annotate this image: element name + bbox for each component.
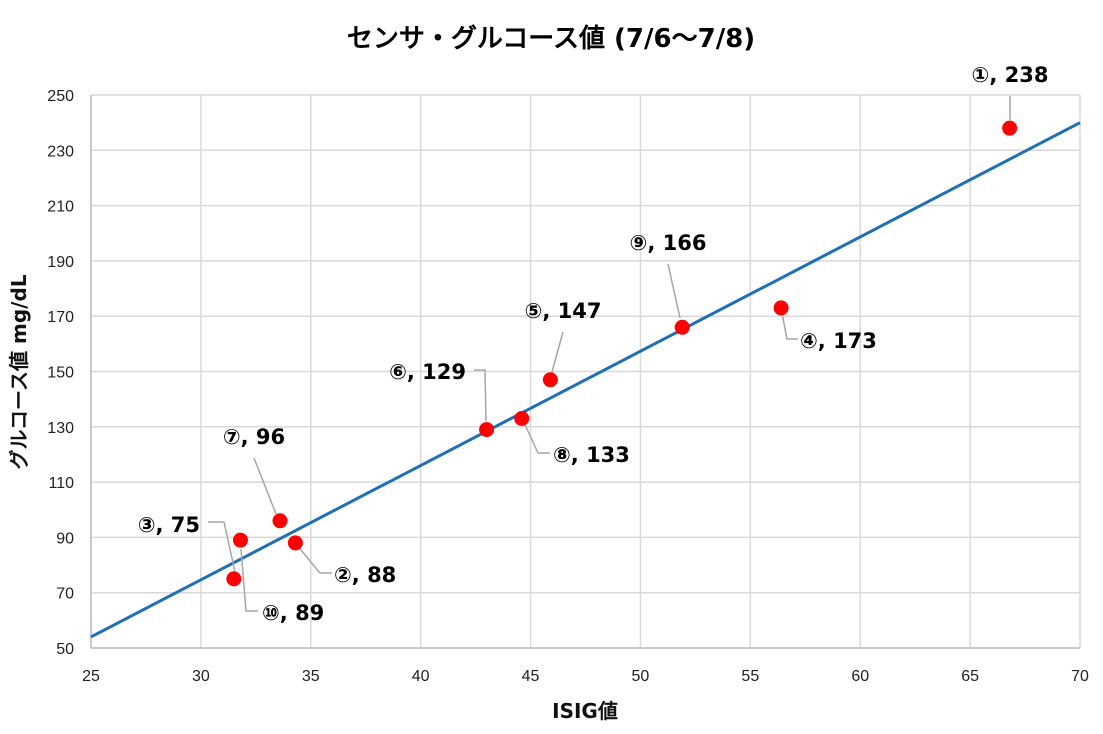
x-tick-label: 55 [741,668,759,685]
x-tick-label: 30 [192,668,210,685]
x-axis-label: ISIG値 [552,699,618,723]
data-point [232,532,248,548]
x-tick-label: 40 [412,668,430,685]
leader-line [474,369,487,422]
y-tick-label: 70 [56,586,74,603]
data-point [287,535,303,551]
data-label-leader-lines [208,96,1011,612]
data-label: ⑦, 96 [223,425,285,449]
data-point [773,300,789,316]
leader-line [551,331,564,373]
y-tick-label: 170 [47,309,74,326]
data-point [514,411,530,427]
y-tick-label: 190 [47,254,74,271]
data-label: ④, 173 [800,329,877,353]
data-points [226,120,1018,587]
data-point [479,422,495,438]
chart-title: センサ・グルコース値 (7/6～7/8) [347,24,755,54]
leader-line [208,521,236,573]
y-tick-label: 250 [47,88,74,105]
data-point [226,571,242,587]
y-tick-label: 110 [48,475,74,492]
leader-line [667,263,681,319]
data-label: ⑤, 147 [525,299,602,323]
data-label: ⑥, 129 [389,360,466,384]
x-tick-label: 60 [851,668,869,685]
y-tick-label: 50 [56,641,74,658]
gridlines [90,94,1081,649]
x-axis-ticks: 25 30 35 40 45 50 55 60 65 70 [82,668,1089,685]
leader-line [240,548,258,612]
x-tick-label: 50 [632,668,650,685]
trendline [90,121,1081,639]
x-tick-label: 25 [82,668,100,685]
data-point [1002,120,1018,136]
data-label: ⑩, 89 [262,601,324,625]
y-tick-label: 150 [47,365,74,382]
x-tick-label: 45 [522,668,540,685]
data-label: ③, 75 [138,513,200,537]
trendline-path [90,121,1081,639]
data-point [674,319,690,335]
data-point [272,513,288,529]
leader-line [253,457,277,515]
leader-line [295,543,332,574]
y-tick-label: 90 [56,530,74,547]
y-tick-label: 210 [47,199,74,216]
data-point [542,372,558,388]
y-axis-ticks: 50 70 90 110 130 150 170 190 210 230 250 [47,88,74,658]
x-tick-label: 70 [1071,668,1089,685]
y-axis-label: グルコース値 mg/dL [7,274,31,469]
data-label: ⑧, 133 [553,443,630,467]
x-tick-label: 35 [302,668,320,685]
leader-line [780,307,798,340]
y-tick-label: 230 [47,143,74,160]
data-label: ②, 88 [334,563,396,587]
data-label: ①, 238 [972,63,1049,87]
leader-line [521,417,550,454]
x-tick-label: 65 [961,668,979,685]
data-label: ⑨, 166 [630,231,707,255]
y-tick-label: 130 [47,420,74,437]
data-labels: ①, 238 ②, 88 ③, 75 ④, 173 ⑤, 147 ⑥, 129 ⑦, 96 ⑧… [138,63,1049,625]
